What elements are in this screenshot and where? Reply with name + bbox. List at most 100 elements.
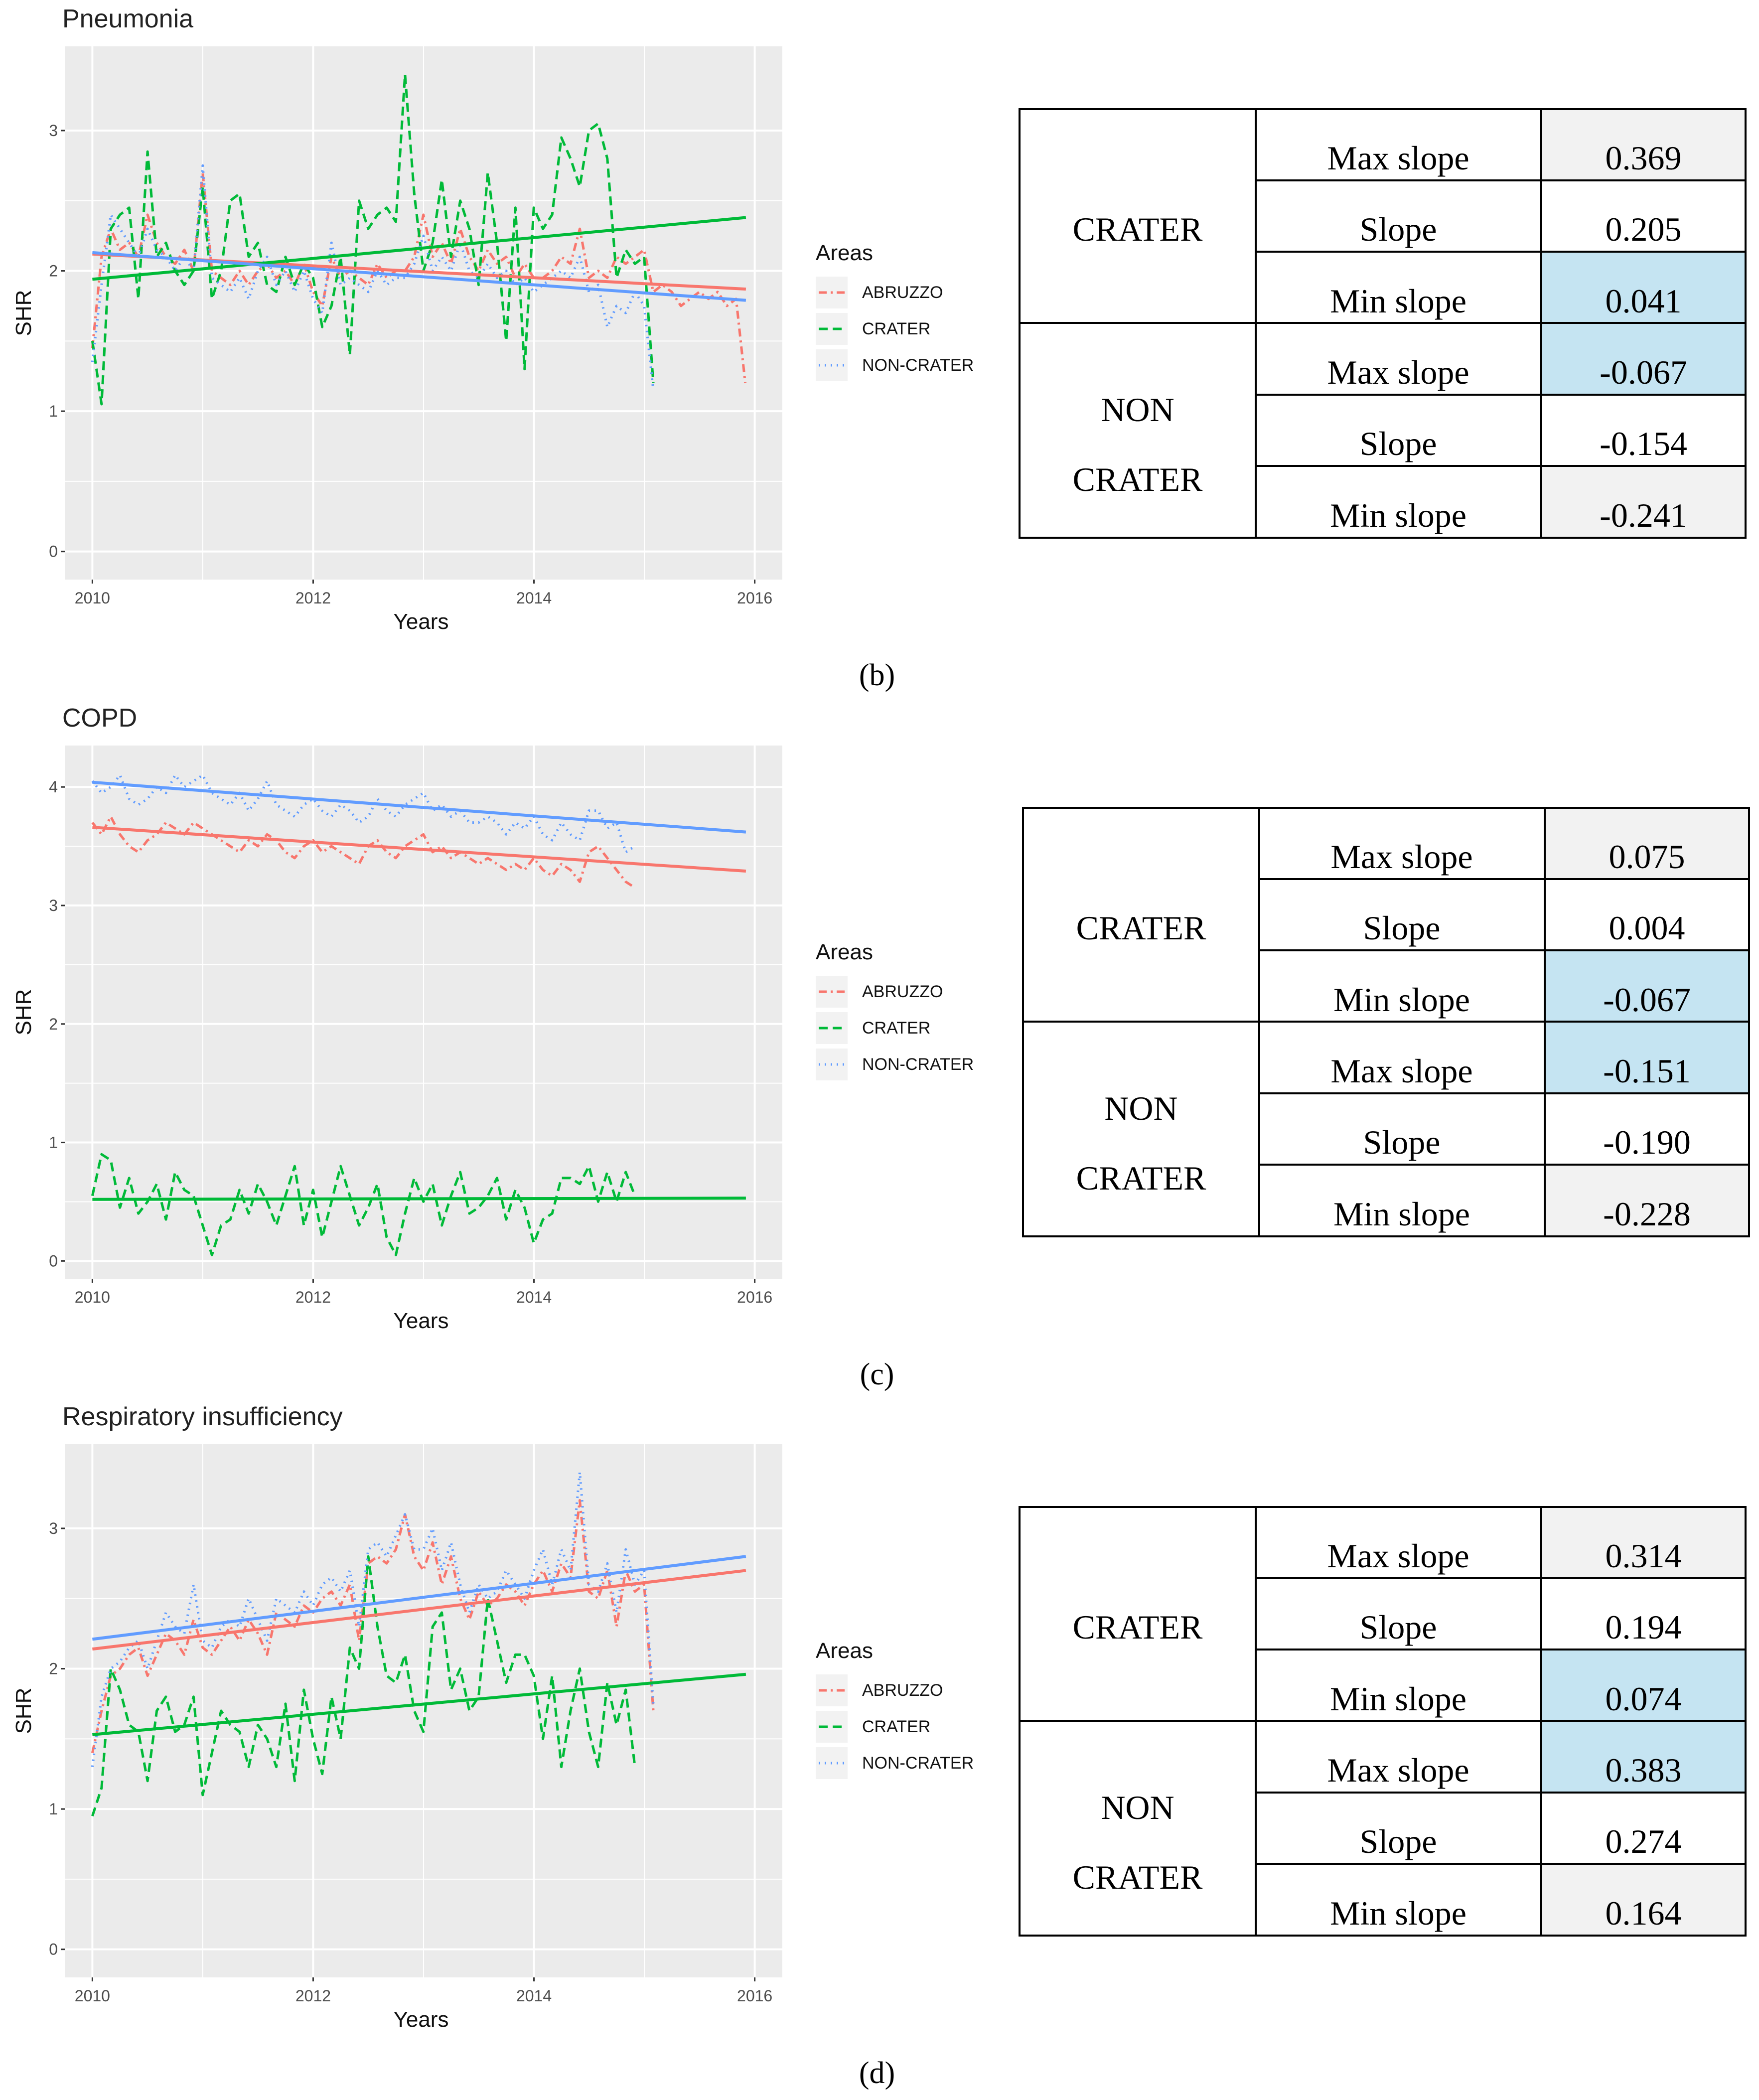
pneumonia-slope-table: CRATER NON CRATER Max slope 0.369 Slope …: [1019, 108, 1747, 539]
x-tick-label: 2010: [75, 1987, 110, 2005]
legend-label-abruzzo: ABRUZZO: [862, 283, 943, 302]
trend-line-non-crater: [92, 1555, 746, 1641]
row-value: -0.154: [1600, 425, 1687, 462]
x-tick-label: 2010: [75, 589, 110, 607]
group-crater-line2: CRATER: [1073, 460, 1203, 498]
group-crater: CRATER: [1076, 909, 1206, 947]
y-tick-label: 2: [49, 262, 58, 280]
x-tick-label: 2014: [516, 589, 552, 607]
group-non-line1: NON: [1101, 1789, 1174, 1826]
y-tick-label: 1: [49, 402, 58, 420]
x-tick-label: 2014: [516, 1288, 552, 1306]
legend: Areas ABRUZZO CRATER NON-CRATER: [816, 241, 974, 381]
x-tick-label: 2016: [737, 1987, 772, 2005]
y-tick-label: 1: [49, 1134, 58, 1152]
y-axis-title: SHR: [11, 1688, 36, 1734]
x-axis-ticks: 2010 2012 2014 2016: [75, 1279, 772, 1306]
row-value: 0.004: [1609, 909, 1685, 947]
cell-shade: [1541, 252, 1746, 323]
row-value: 0.074: [1606, 1680, 1682, 1718]
legend-title: Areas: [816, 1639, 873, 1663]
cell-shade: [1541, 1650, 1746, 1721]
series-layer: [91, 773, 636, 1256]
y-axis-title: SHR: [11, 989, 36, 1036]
row-label: Max slope: [1330, 838, 1472, 876]
legend-keys: [816, 277, 848, 381]
table-grid: [1022, 807, 1750, 1237]
row-label: Min slope: [1333, 1195, 1470, 1233]
row-label: Max slope: [1330, 1052, 1472, 1090]
row-value: -0.067: [1600, 353, 1687, 391]
y-tick-label: 3: [49, 1519, 58, 1537]
legend-label-non-crater: NON-CRATER: [862, 356, 974, 375]
x-axis-title: Years: [394, 1309, 449, 1333]
legend: Areas ABRUZZO CRATER NON-CRATER: [816, 940, 974, 1080]
y-tick-label: 0: [49, 1941, 58, 1958]
y-tick-label: 4: [49, 778, 58, 796]
chart-title: Pneumonia: [62, 4, 193, 33]
legend-label-crater: CRATER: [862, 1019, 930, 1038]
x-tick-label: 2012: [295, 589, 331, 607]
y-tick-label: 2: [49, 1660, 58, 1678]
copd-slope-table: CRATER NON CRATER Max slope 0.075 Slope …: [1022, 807, 1750, 1237]
row-value: -0.151: [1603, 1052, 1691, 1090]
x-tick-label: 2012: [295, 1987, 331, 2005]
row-label: Slope: [1360, 1608, 1437, 1646]
x-tick-label: 2014: [516, 1987, 552, 2005]
respiratory-slope-table: CRATER NON CRATER Max slope 0.314 Slope …: [1019, 1506, 1747, 1937]
x-axis-title: Years: [394, 2007, 449, 2032]
y-axis-title: SHR: [11, 290, 36, 336]
group-crater-line2: CRATER: [1076, 1159, 1206, 1197]
row-label: Slope: [1363, 909, 1441, 947]
row-value: 0.383: [1606, 1751, 1682, 1789]
legend-title: Areas: [816, 241, 873, 265]
row-label: Max slope: [1327, 139, 1469, 177]
cell-shade: [1545, 808, 1749, 880]
trend-line-non-crater: [92, 780, 746, 834]
legend-label-non-crater: NON-CRATER: [862, 1754, 974, 1773]
pneumonia-chart: Pneumonia 0 1 2 3 2010 2012 2014 2016 Years SH…: [11, 4, 974, 634]
row-label: Min slope: [1330, 1680, 1466, 1718]
trend-line-abruzzo: [92, 1569, 746, 1651]
y-axis-ticks: 0 1 2 3: [49, 122, 65, 561]
gridlines: [65, 46, 782, 580]
row-label: Min slope: [1333, 981, 1470, 1019]
y-tick-label: 0: [49, 543, 58, 561]
group-non-line1: NON: [1101, 391, 1174, 429]
series-line-crater: [91, 73, 655, 406]
x-tick-label: 2010: [75, 1288, 110, 1306]
cell-shade: [1541, 1721, 1746, 1793]
y-tick-label: 1: [49, 1800, 58, 1818]
trend-layer: [92, 1555, 746, 1736]
y-tick-label: 2: [49, 1015, 58, 1033]
row-value: -0.190: [1603, 1123, 1691, 1161]
x-tick-label: 2016: [737, 589, 772, 607]
row-value: -0.241: [1600, 496, 1687, 534]
group-crater-line2: CRATER: [1073, 1858, 1203, 1896]
row-value: 0.075: [1609, 838, 1685, 876]
cell-shade: [1545, 1022, 1749, 1093]
cell-shade: [1541, 109, 1746, 181]
x-axis-ticks: 2010 2012 2014 2016: [75, 580, 772, 607]
row-label: Max slope: [1327, 1537, 1469, 1575]
series-line-abruzzo: [91, 1499, 655, 1754]
row-value: 0.274: [1606, 1822, 1682, 1860]
cell-shade: [1545, 1165, 1749, 1236]
legend-keys: [816, 976, 848, 1080]
row-label: Slope: [1360, 1822, 1437, 1860]
row-label: Min slope: [1330, 496, 1466, 534]
table-grid: [1019, 108, 1747, 539]
trend-line-crater: [92, 1197, 746, 1201]
x-tick-label: 2012: [295, 1288, 331, 1306]
legend-label-crater: CRATER: [862, 1717, 930, 1736]
x-tick-label: 2016: [737, 1288, 772, 1306]
cell-shade: [1541, 1507, 1746, 1579]
legend-title: Areas: [816, 940, 873, 964]
legend-label-crater: CRATER: [862, 319, 930, 338]
row-value: 0.369: [1606, 139, 1682, 177]
trend-line-crater: [92, 1672, 746, 1736]
legend-label-abruzzo: ABRUZZO: [862, 1681, 943, 1700]
legend-label-non-crater: NON-CRATER: [862, 1055, 974, 1074]
